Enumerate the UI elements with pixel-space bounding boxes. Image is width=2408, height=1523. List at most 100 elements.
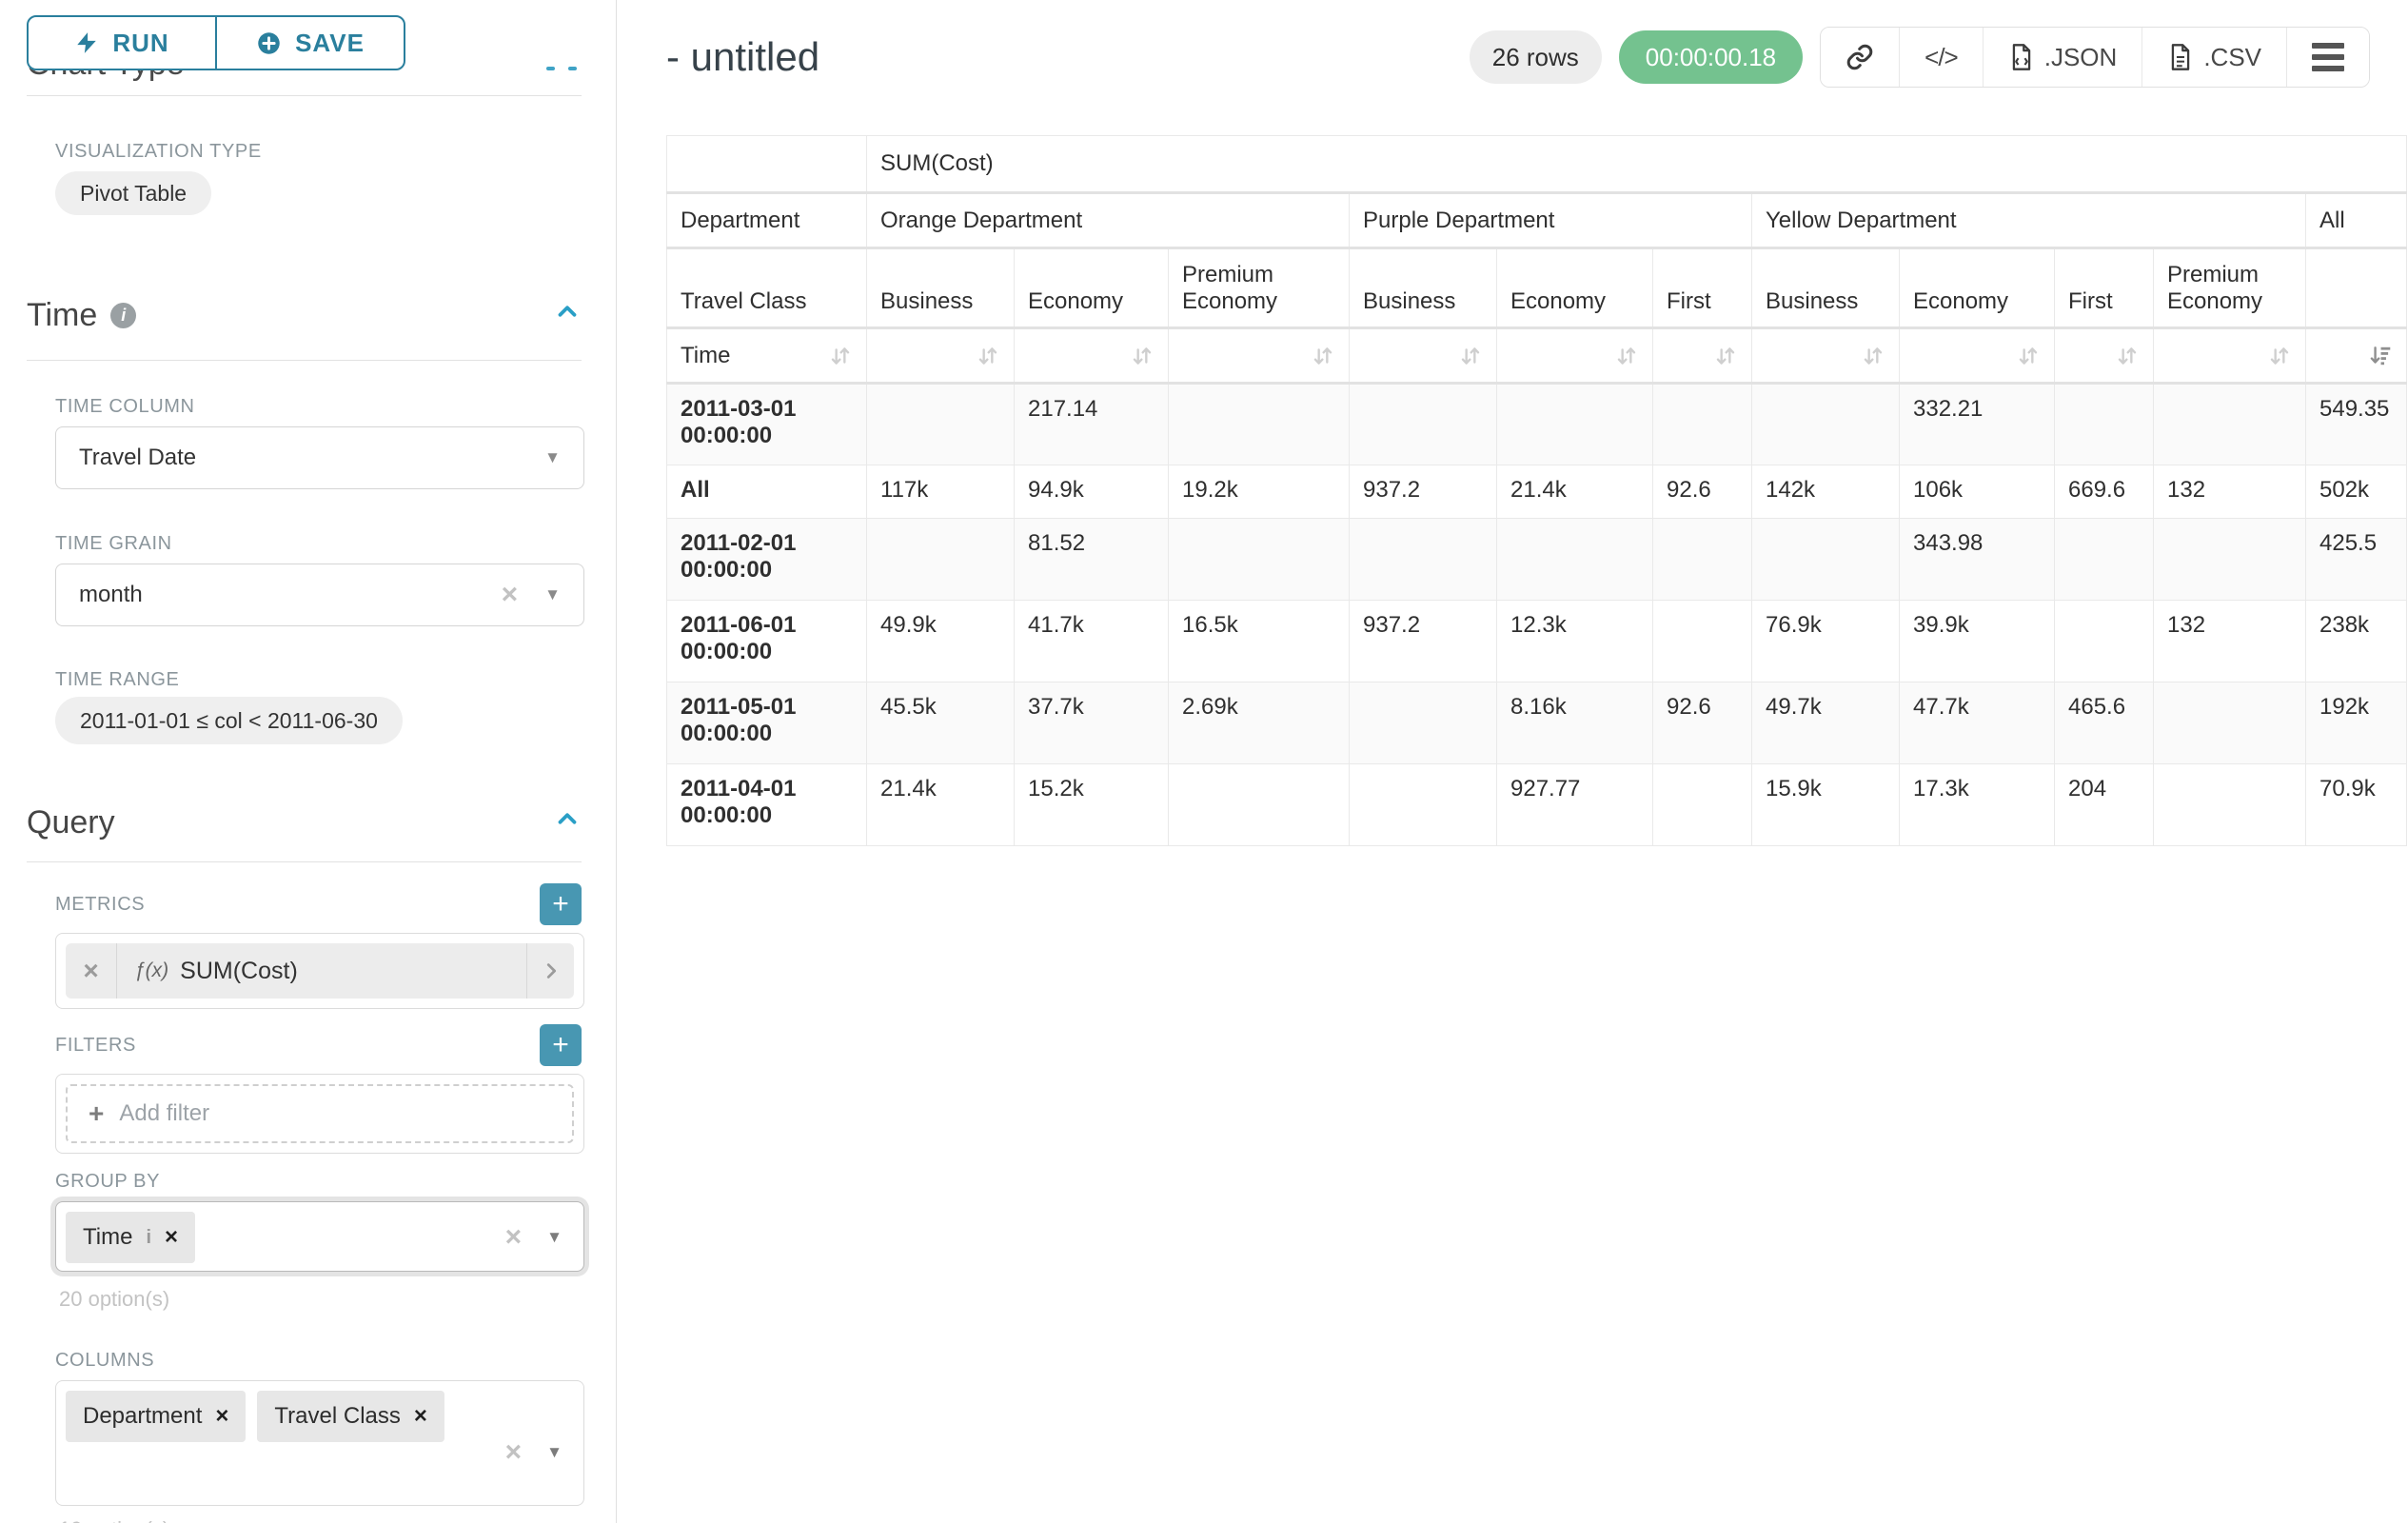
sort-icon[interactable] bbox=[2068, 344, 2140, 368]
time-grain-select[interactable]: month × ▼ bbox=[55, 564, 584, 626]
sort-cell[interactable] bbox=[1752, 328, 1900, 384]
tag-label: Travel Class bbox=[274, 1403, 400, 1430]
sort-cell[interactable] bbox=[1015, 328, 1169, 384]
columns-tag[interactable]: Travel Class × bbox=[257, 1391, 444, 1442]
column-group-header: Orange Department bbox=[867, 193, 1350, 248]
sort-cell[interactable] bbox=[867, 328, 1015, 384]
menu-button[interactable] bbox=[2286, 28, 2369, 87]
pivot-cell: 8.16k bbox=[1497, 682, 1653, 764]
pivot-cell bbox=[2154, 384, 2306, 465]
sort-icon[interactable] bbox=[1667, 344, 1738, 368]
query-section-header: Query bbox=[27, 804, 582, 841]
sort-cell[interactable] bbox=[1653, 328, 1752, 384]
code-icon: </> bbox=[1924, 43, 1958, 72]
table-row: 2011-05-01 00:00:0045.5k37.7k2.69k8.16k9… bbox=[667, 682, 2407, 764]
sort-cell[interactable] bbox=[1350, 328, 1497, 384]
chart-title[interactable]: - untitled bbox=[666, 34, 819, 80]
remove-tag-icon[interactable]: × bbox=[215, 1403, 228, 1430]
time-grain-label: TIME GRAIN bbox=[55, 533, 172, 555]
group-by-tag[interactable]: Time i × bbox=[66, 1212, 195, 1263]
sort-cell[interactable] bbox=[2306, 328, 2407, 384]
time-section-title: Time bbox=[27, 297, 97, 334]
run-button[interactable]: RUN bbox=[27, 15, 217, 70]
caret-down-icon[interactable]: ▼ bbox=[546, 1443, 563, 1462]
caret-down-icon[interactable]: ▼ bbox=[544, 448, 561, 467]
sort-icon[interactable] bbox=[1766, 344, 1885, 368]
sort-icon[interactable] bbox=[1363, 344, 1483, 368]
sort-icon[interactable] bbox=[2319, 344, 2393, 368]
time-range-label: TIME RANGE bbox=[55, 669, 179, 691]
link-icon bbox=[1845, 43, 1874, 71]
pivot-cell: 927.77 bbox=[1497, 764, 1653, 846]
columns-options-hint: 19 option(s) bbox=[59, 1517, 169, 1523]
plus-circle-icon bbox=[256, 30, 282, 56]
sort-icon[interactable] bbox=[828, 344, 853, 368]
export-json-button[interactable]: .JSON bbox=[1983, 28, 2142, 87]
time-column-select[interactable]: Travel Date ▼ bbox=[55, 426, 584, 489]
time-range-pill[interactable]: 2011-01-01 ≤ col < 2011-06-30 bbox=[55, 697, 403, 744]
pivot-cell bbox=[1653, 384, 1752, 465]
pivot-cell: 39.9k bbox=[1900, 601, 2055, 682]
table-row: All117k94.9k19.2k937.221.4k92.6142k106k6… bbox=[667, 465, 2407, 519]
viz-type-pill[interactable]: Pivot Table bbox=[55, 171, 211, 215]
pivot-table: SUM(Cost) Department Orange DepartmentPu… bbox=[666, 135, 2407, 846]
chevron-up-icon[interactable] bbox=[553, 297, 582, 334]
sort-icon[interactable] bbox=[1182, 344, 1335, 368]
pivot-cell bbox=[1653, 519, 1752, 601]
group-by-select[interactable]: Time i × × ▼ bbox=[55, 1201, 584, 1272]
add-metric-button[interactable]: + bbox=[540, 883, 582, 925]
query-timer-badge: 00:00:00.18 bbox=[1619, 30, 1803, 84]
sort-cell[interactable] bbox=[1900, 328, 2055, 384]
pivot-cell: 76.9k bbox=[1752, 601, 1900, 682]
metrics-box: × ƒ(x) SUM(Cost) bbox=[55, 933, 584, 1009]
sort-cell[interactable] bbox=[1169, 328, 1350, 384]
pivot-cell: 21.4k bbox=[1497, 465, 1653, 519]
caret-down-icon[interactable]: ▼ bbox=[546, 1228, 563, 1247]
sort-icon[interactable] bbox=[1028, 344, 1155, 368]
clear-icon[interactable]: × bbox=[505, 1221, 523, 1254]
caret-down-icon[interactable]: ▼ bbox=[544, 585, 561, 604]
sort-icon[interactable] bbox=[2167, 344, 2292, 368]
time-column-label: TIME COLUMN bbox=[55, 396, 195, 418]
action-button-group: RUN SAVE bbox=[27, 15, 405, 70]
export-csv-button[interactable]: .CSV bbox=[2142, 28, 2286, 87]
columns-tag[interactable]: Department × bbox=[66, 1391, 246, 1442]
save-button[interactable]: SAVE bbox=[215, 15, 405, 70]
column-header: Business bbox=[1752, 248, 1900, 328]
sort-icon[interactable] bbox=[1510, 344, 1639, 368]
sort-cell[interactable] bbox=[2154, 328, 2306, 384]
metric-body[interactable]: ƒ(x) SUM(Cost) bbox=[117, 958, 526, 985]
remove-metric-icon[interactable]: × bbox=[66, 943, 117, 999]
corner-cell bbox=[667, 136, 867, 193]
table-row: 2011-02-01 00:00:0081.52343.98425.5 bbox=[667, 519, 2407, 601]
embed-code-button[interactable]: </> bbox=[1899, 28, 1983, 87]
clear-icon[interactable]: × bbox=[502, 579, 519, 611]
clear-icon[interactable]: × bbox=[505, 1436, 523, 1469]
pivot-cell bbox=[2055, 601, 2154, 682]
pivot-cell bbox=[1169, 764, 1350, 846]
copy-link-button[interactable] bbox=[1821, 28, 1899, 87]
pivot-cell: 2.69k bbox=[1169, 682, 1350, 764]
chevron-right-icon[interactable] bbox=[526, 943, 574, 999]
column-header bbox=[2306, 248, 2407, 328]
column-header: Business bbox=[867, 248, 1015, 328]
metric-name: SUM(Cost) bbox=[180, 958, 298, 985]
chevron-up-icon[interactable] bbox=[553, 804, 582, 841]
remove-tag-icon[interactable]: × bbox=[165, 1224, 178, 1251]
sort-cell[interactable] bbox=[1497, 328, 1653, 384]
time-sort-label: Time bbox=[681, 343, 730, 369]
chevron-up-icon[interactable] bbox=[546, 67, 577, 70]
add-filter-button[interactable]: + bbox=[540, 1024, 582, 1066]
sort-icon[interactable] bbox=[1913, 344, 2041, 368]
remove-tag-icon[interactable]: × bbox=[414, 1403, 427, 1430]
time-sort-header[interactable]: Time bbox=[667, 328, 867, 384]
column-header: First bbox=[2055, 248, 2154, 328]
sort-cell[interactable] bbox=[2055, 328, 2154, 384]
chart-area: - untitled 26 rows 00:00:00.18 </ bbox=[617, 0, 2408, 1523]
metric-item[interactable]: × ƒ(x) SUM(Cost) bbox=[66, 943, 574, 999]
pivot-cell: 117k bbox=[867, 465, 1015, 519]
file-json-icon bbox=[2008, 43, 2035, 71]
columns-select[interactable]: Department × Travel Class × × ▼ bbox=[55, 1380, 584, 1506]
sort-icon[interactable] bbox=[880, 344, 1000, 368]
add-filter-dropzone[interactable]: + Add filter bbox=[66, 1084, 574, 1143]
